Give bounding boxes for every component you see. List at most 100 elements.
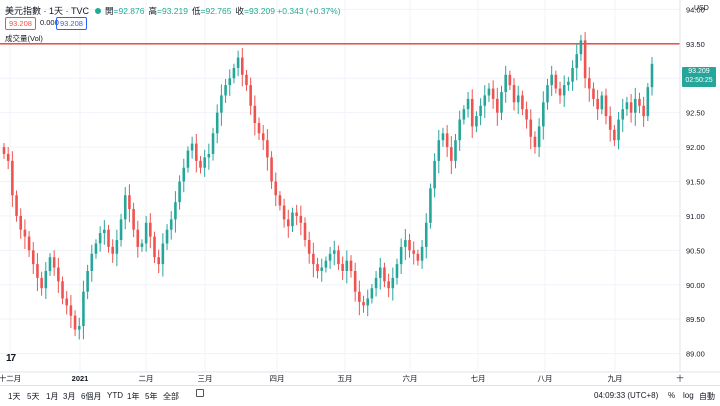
chart-legend: 美元指數 · 1天 · TVC 開 =92.876 高 =93.219 低 =92.7… — [5, 4, 341, 17]
time-axis[interactable]: 十二月 2021 二月 三月 四月 五月 六月 七月 八月 九月 十 — [0, 373, 684, 383]
candle-body — [73, 315, 77, 330]
candle-body — [450, 147, 453, 161]
tradingview-logo-icon[interactable]: 17 — [6, 353, 16, 364]
candle-body — [324, 260, 328, 268]
clock-time[interactable]: 04:09:33 (UTC+8) — [594, 391, 659, 400]
candle-body — [286, 219, 290, 227]
candle-body — [123, 195, 127, 220]
candle-body — [98, 233, 102, 244]
candle-body — [15, 195, 18, 216]
range-button-1d[interactable]: 1天 — [8, 392, 21, 401]
candle-body — [207, 153, 211, 158]
candle-body — [115, 240, 119, 254]
candle-body — [420, 246, 424, 261]
candle-body — [316, 264, 319, 271]
candle-body — [111, 246, 114, 254]
log-scale-toggle[interactable]: log — [683, 391, 694, 400]
high-label: 高 — [148, 5, 158, 16]
candle-body — [36, 264, 39, 278]
price-tick-label: 91.50 — [686, 178, 705, 187]
candle-body — [94, 243, 98, 254]
candle-body — [245, 74, 248, 86]
candle-body — [358, 291, 361, 302]
candle-body — [424, 222, 428, 247]
bar-countdown: 02:50:25 — [685, 77, 713, 84]
spread-value: 0.000 — [40, 18, 59, 27]
candle-body — [132, 209, 135, 230]
close-label: 收 — [235, 5, 244, 16]
candle-body — [362, 301, 365, 306]
candle-body — [437, 140, 441, 161]
candle-body — [516, 95, 520, 103]
candle-body — [190, 143, 194, 151]
price-axis[interactable]: 89.00 89.50 90.00 90.50 91.00 91.50 92.00 92.50… — [686, 5, 705, 358]
candle-body — [82, 291, 85, 327]
candle-body — [144, 222, 148, 244]
low-label: 低 — [191, 5, 201, 16]
price-tick-label: 90.00 — [686, 281, 705, 290]
candle-body — [69, 305, 73, 316]
candle-body — [199, 160, 202, 168]
candle-body — [587, 78, 591, 89]
price-tick-label: 94.00 — [686, 5, 705, 14]
candle-body — [249, 85, 252, 106]
candle-body — [592, 88, 595, 99]
range-button-6m[interactable]: 6個月 — [81, 392, 102, 401]
candle-body — [153, 236, 156, 258]
range-button-3m[interactable]: 3月 — [63, 392, 76, 401]
candle-body — [579, 40, 583, 55]
open-label: 開 — [105, 5, 114, 16]
price-tick-label: 90.50 — [686, 246, 705, 255]
range-button-5y[interactable]: 5年 — [145, 392, 158, 401]
candle-body — [508, 74, 512, 86]
auto-scale-toggle[interactable]: 自動 — [699, 392, 715, 401]
candle-body — [178, 181, 181, 203]
candle-body — [278, 195, 282, 206]
time-tick-label: 九月 — [608, 374, 623, 383]
time-tick-label: 二月 — [139, 374, 154, 383]
volume-indicator-label[interactable]: 成交量(Vol) — [5, 34, 43, 43]
calendar-icon[interactable] — [196, 389, 204, 397]
range-button-1m[interactable]: 1月 — [46, 392, 59, 401]
candle-body — [270, 157, 273, 182]
candle-body — [558, 88, 562, 96]
candle-body — [633, 98, 637, 113]
range-button-ytd[interactable]: YTD — [107, 391, 123, 400]
candle-body — [466, 98, 470, 110]
candle-body — [567, 81, 570, 86]
candle-body — [583, 40, 587, 79]
candle-body — [521, 95, 524, 110]
time-tick-label: 2021 — [72, 374, 89, 383]
candle-body — [140, 243, 144, 247]
candle-body — [282, 205, 286, 220]
percent-scale-toggle[interactable]: % — [668, 391, 676, 400]
ask-price-button[interactable]: 93.208 — [56, 17, 87, 30]
candle-body — [52, 257, 56, 268]
candle-body — [345, 260, 349, 271]
candle-body — [416, 253, 420, 261]
price-tick-label: 89.00 — [686, 350, 705, 359]
market-status-icon — [95, 7, 102, 14]
range-button-5d[interactable]: 5天 — [27, 392, 40, 401]
candle-body — [299, 215, 303, 223]
candle-body — [408, 240, 411, 251]
candle-body — [174, 202, 177, 220]
range-button-1y[interactable]: 1年 — [127, 392, 140, 401]
candle-body — [169, 219, 173, 230]
candle-body — [491, 88, 495, 99]
candle-body — [504, 74, 507, 93]
candle-body — [211, 133, 215, 154]
candle-body — [19, 215, 23, 230]
range-button-all[interactable]: 全部 — [163, 392, 179, 401]
candle-body — [646, 87, 650, 117]
candle-body — [274, 181, 278, 196]
candle-body — [399, 246, 403, 265]
symbol-title[interactable]: 美元指數 · 1天 · TVC — [5, 6, 90, 16]
candle-body — [529, 119, 533, 137]
bid-price-button[interactable]: 93.208 — [5, 17, 36, 30]
currency-label[interactable]: USD — [694, 5, 709, 12]
candle-body — [107, 229, 110, 247]
time-tick-label: 五月 — [338, 374, 353, 383]
time-tick-label: 六月 — [403, 373, 418, 383]
